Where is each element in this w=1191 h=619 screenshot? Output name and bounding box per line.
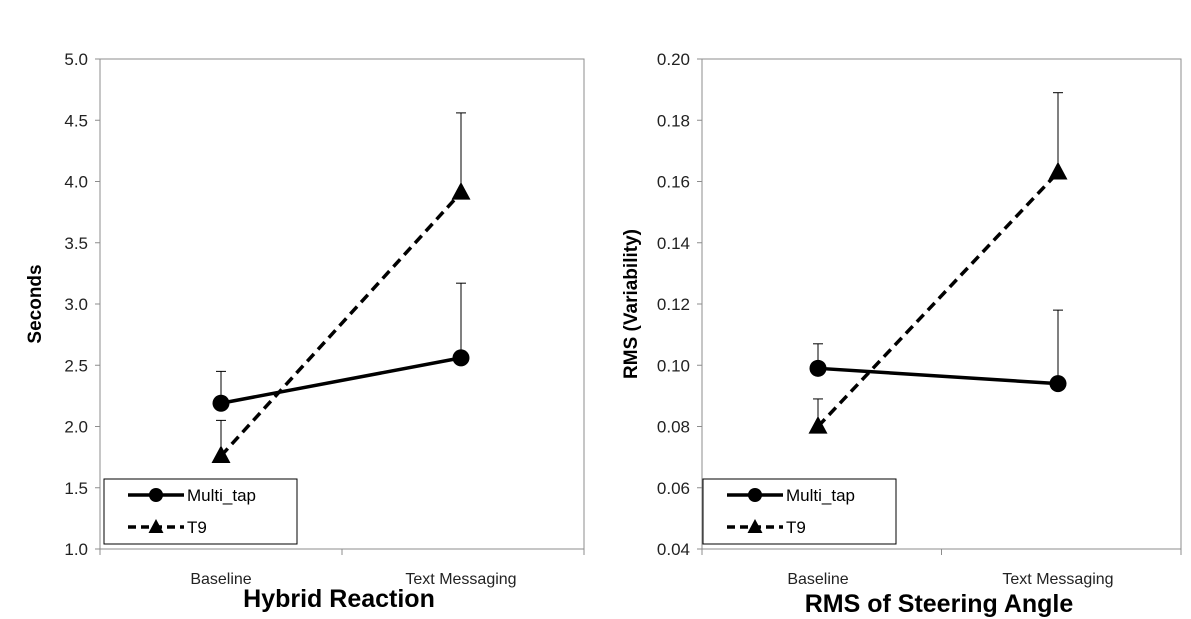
plot-area-frame	[99, 58, 585, 550]
legend: Multi_tap T9	[702, 478, 897, 545]
series-line	[219, 191, 463, 458]
y-tick-label: 0.16	[657, 173, 690, 192]
chart-panel-hybrid-reaction: 1.0 1.5 2.0 2.5 3.0 3.5 4.0 4.5 5.0 Baseline Text …	[25, 50, 585, 613]
series-multi-tap	[212, 282, 470, 412]
legend-marker-circle	[149, 488, 163, 502]
series-line	[816, 171, 1060, 428]
legend-box	[103, 478, 298, 545]
y-tick-label: 1.0	[64, 540, 88, 559]
series-multi-tap	[809, 309, 1067, 393]
data-point-triangle	[1048, 161, 1068, 180]
data-point-circle	[1049, 375, 1067, 393]
legend-label: T9	[786, 518, 806, 537]
y-tick-label: 4.5	[64, 111, 88, 130]
y-tick-label: 0.18	[657, 111, 690, 130]
y-tick-label: 5.0	[64, 50, 88, 69]
data-point-triangle	[451, 181, 471, 200]
y-tick-label: 2.5	[64, 356, 88, 375]
plot-area-frame	[701, 58, 1182, 550]
data-point-circle	[452, 349, 470, 367]
chart-panel-rms-steering: 0.04 0.06 0.08 0.10 0.12 0.14 0.16 0.18 0.20 Base…	[600, 0, 1191, 619]
data-point-circle	[809, 359, 827, 377]
y-tick-label: 0.04	[657, 540, 690, 559]
y-tick-label: 0.14	[657, 234, 690, 253]
legend-label: Multi_tap	[786, 486, 855, 505]
legend-marker-triangle	[747, 519, 763, 533]
data-point-triangle	[211, 445, 231, 464]
y-axis-label: RMS (Variability)	[621, 229, 642, 379]
legend-box	[702, 478, 897, 545]
legend-marker-circle	[748, 488, 762, 502]
series-t9	[808, 92, 1068, 434]
series-line	[220, 356, 462, 405]
y-tick-label: 0.08	[657, 418, 690, 437]
y-tick-label: 0.10	[657, 356, 690, 375]
chart-rms-steering: 0.04 0.06 0.08 0.10 0.12 0.14 0.16 0.18 0.20 Base…	[621, 50, 1182, 618]
legend-label: T9	[187, 518, 207, 537]
legend: Multi_tap T9	[103, 478, 298, 545]
x-category-label: Baseline	[787, 571, 848, 588]
x-category-label: Text Messaging	[1002, 571, 1113, 588]
data-point-triangle	[808, 415, 828, 434]
data-point-circle	[212, 394, 230, 412]
x-category-label: Text Messaging	[405, 571, 516, 588]
chart-title: RMS of Steering Angle	[805, 590, 1074, 618]
chart-title: Hybrid Reaction	[243, 585, 435, 613]
legend-marker-triangle	[148, 519, 164, 533]
legend-label: Multi_tap	[187, 486, 256, 505]
y-tick-label: 2.0	[64, 418, 88, 437]
series-line	[817, 366, 1059, 386]
y-tick-label: 0.20	[657, 50, 690, 69]
x-category-label: Baseline	[190, 571, 251, 588]
chart-hybrid-reaction: 1.0 1.5 2.0 2.5 3.0 3.5 4.0 4.5 5.0 Baseline Text …	[25, 50, 585, 613]
y-tick-label: 0.12	[657, 295, 690, 314]
series-t9	[211, 112, 471, 464]
y-axis-label: Seconds	[25, 264, 46, 343]
y-tick-label: 0.06	[657, 479, 690, 498]
y-tick-label: 3.5	[64, 234, 88, 253]
y-tick-label: 1.5	[64, 479, 88, 498]
y-tick-label: 4.0	[64, 173, 88, 192]
y-tick-label: 3.0	[64, 295, 88, 314]
